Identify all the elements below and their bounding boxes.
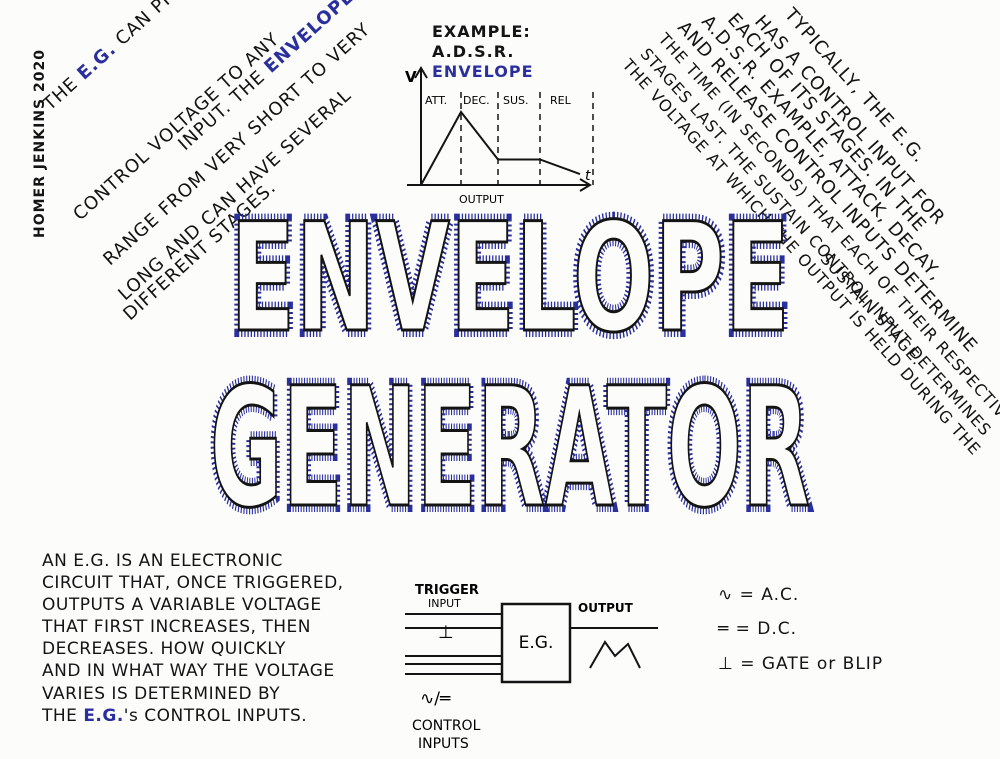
- eg-box: [500, 602, 572, 684]
- definition-line-8-highlight: E.G.: [83, 705, 124, 726]
- definition-line-8: THE E.G.'s CONTROL INPUTS.: [42, 705, 344, 727]
- adsr-stage-dec: DEC.: [463, 94, 490, 107]
- definition-line-2: CIRCUIT THAT, ONCE TRIGGERED,: [42, 573, 344, 594]
- legend-gate: ⊥ = GATE or BLIP: [718, 654, 883, 674]
- definition: AN E.G. IS AN ELECTRONIC CIRCUIT THAT, O…: [42, 550, 344, 727]
- adsr-heading-line-2: A.D.S.R.: [432, 42, 515, 61]
- ac-symbol-icon: ∿: [718, 585, 734, 605]
- trigger-symbol: ⊥: [438, 622, 454, 643]
- definition-line-8-pre: THE: [42, 705, 84, 726]
- title: ENVELOPE ENVELOPE GENERATOR GENERATOR: [203, 200, 817, 530]
- definition-line-1: AN E.G. IS AN ELECTRONIC: [42, 551, 283, 571]
- adsr-stage-rel: REL: [550, 94, 572, 107]
- trigger-label-2: INPUT: [428, 597, 461, 610]
- control-label-2: INPUTS: [418, 736, 469, 752]
- title-line-2: GENERATOR: [210, 352, 810, 530]
- adsr-t-label: t: [585, 168, 591, 184]
- adsr-stage-sus: SUS.: [503, 94, 529, 107]
- adsr-heading: EXAMPLE: A.D.S.R. ENVELOPE: [432, 22, 534, 82]
- dc-symbol-icon: ═: [718, 619, 730, 640]
- legend-gate-text: = GATE or BLIP: [740, 653, 884, 674]
- block-diagram: TRIGGER INPUT ⊥ E.G. OUTPUT ∿/═ CONTROL …: [405, 583, 658, 752]
- trigger-label-1: TRIGGER: [415, 583, 479, 598]
- left-note-line-1-post: CAN PROVIDE: [106, 0, 225, 54]
- title-line-1: ENVELOPE: [230, 200, 790, 366]
- title-line-2-fringe: GENERATOR: [210, 352, 810, 530]
- author-credit: HOMER JENKINS 2020: [32, 38, 48, 238]
- legend-dc-text: = D.C.: [735, 619, 798, 640]
- definition-line-3: OUTPUTS A VARIABLE VOLTAGE: [42, 595, 322, 616]
- adsr-graph: V t ATT. DEC. SUS. REL OUTPUT: [405, 66, 594, 206]
- definition-line-8-post: 's CONTROL INPUTS.: [123, 705, 308, 726]
- gate-symbol-icon: ⊥: [718, 653, 734, 674]
- adsr-stage-att: ATT.: [425, 94, 447, 107]
- title-line-1-fringe: ENVELOPE: [230, 200, 790, 366]
- adsr-y-arrow: [414, 66, 428, 79]
- definition-line-7: VARIES IS DETERMINED BY: [42, 683, 281, 704]
- adsr-heading-line-1: EXAMPLE:: [432, 22, 531, 41]
- output-label: OUTPUT: [578, 601, 634, 615]
- adsr-heading-line-3: ENVELOPE: [432, 62, 534, 81]
- legend-ac-text: = A.C.: [739, 585, 800, 605]
- eg-box-label: E.G.: [519, 633, 554, 653]
- legend-ac: ∿ = A.C.: [718, 585, 883, 605]
- author-text: HOMER JENKINS 2020: [32, 49, 48, 238]
- definition-line-4: THAT FIRST INCREASES, THEN: [42, 617, 311, 638]
- adsr-v-label: V: [405, 68, 417, 86]
- legend-dc: ═ = D.C.: [718, 619, 883, 639]
- adsr-x-label: OUTPUT: [459, 193, 504, 206]
- left-note-line-2b: INPUT. THE ENVELOPES: [174, 0, 369, 155]
- adsr-x-arrow: [579, 178, 592, 192]
- definition-line-6: AND IN WHAT WAY THE VOLTAGE: [42, 661, 335, 682]
- definition-line-5: DECREASES. HOW QUICKLY: [42, 639, 286, 660]
- output-envelope-icon: [589, 640, 641, 669]
- legend: ∿ = A.C. ═ = D.C. ⊥ = GATE or BLIP: [718, 585, 883, 674]
- left-note-envelopes: INPUT. THE ENVELOPES: [174, 0, 369, 155]
- adsr-envelope-curve: [420, 110, 581, 186]
- control-symbol: ∿/═: [420, 689, 451, 709]
- control-label-1: CONTROL: [412, 718, 481, 734]
